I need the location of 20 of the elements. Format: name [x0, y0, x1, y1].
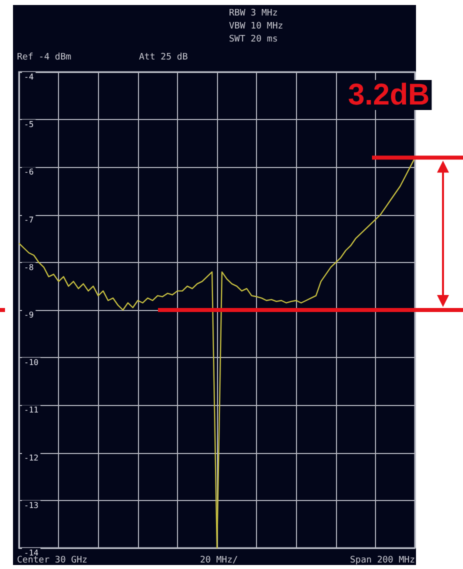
- y-tick-label: -9: [24, 310, 34, 320]
- text: VBW 10 MHz: [229, 22, 284, 32]
- text: Center 30 GHz: [17, 556, 88, 566]
- y-tick-label: -14: [24, 548, 39, 558]
- text: Att 25 dB: [139, 52, 188, 62]
- y-tick-label: -7: [24, 215, 34, 224]
- y-tick-label: -11: [24, 406, 39, 415]
- y-tick-label: -6: [24, 168, 34, 177]
- y-tick-label: -5: [24, 120, 34, 130]
- y-tick-label: -12: [24, 453, 39, 462]
- annotation: 3.2dB: [348, 78, 430, 112]
- text: RBW 3 MHz: [229, 8, 278, 18]
- y-tick-label: -4: [24, 72, 34, 82]
- text: 20 MHz/: [200, 556, 238, 566]
- y-tick-label: -8: [24, 262, 34, 272]
- text: SWT 20 ms: [229, 34, 278, 44]
- text: Span 200 MHz: [350, 556, 416, 566]
- text: Ref -4 dBm: [17, 52, 72, 62]
- y-tick-label: -10: [24, 358, 39, 368]
- y-tick-label: -13: [24, 500, 39, 510]
